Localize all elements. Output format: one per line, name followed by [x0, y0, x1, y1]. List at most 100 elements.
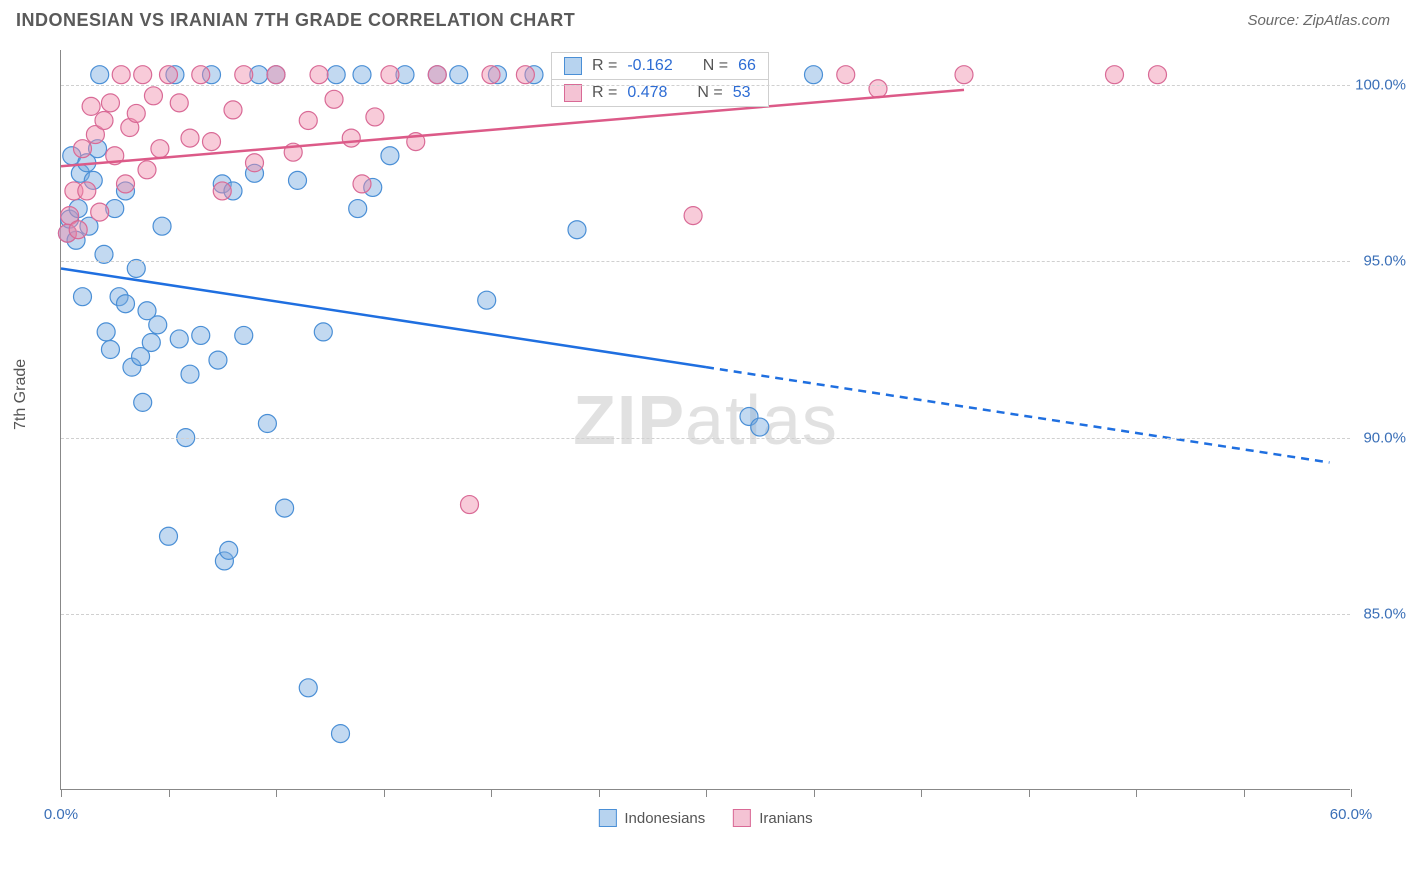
- data-point: [450, 66, 468, 84]
- data-point: [332, 725, 350, 743]
- data-point: [955, 66, 973, 84]
- data-point: [1149, 66, 1167, 84]
- data-point: [181, 365, 199, 383]
- data-point: [289, 171, 307, 189]
- data-point: [1106, 66, 1124, 84]
- y-tick-label: 85.0%: [1363, 605, 1406, 622]
- data-point: [869, 80, 887, 98]
- x-tick-mark: [61, 789, 62, 797]
- n-value-indonesians: 66: [738, 57, 756, 75]
- source-label: Source: ZipAtlas.com: [1247, 12, 1390, 29]
- data-point: [97, 323, 115, 341]
- data-point: [805, 66, 823, 84]
- data-point: [144, 87, 162, 105]
- r-value-indonesians: -0.162: [627, 57, 672, 75]
- data-point: [192, 66, 210, 84]
- data-point: [258, 415, 276, 433]
- data-point: [235, 66, 253, 84]
- legend-correlation: R = -0.162 N = 66 R = 0.478 N = 53: [551, 52, 769, 107]
- data-point: [95, 111, 113, 129]
- legend-label-iranians: Iranians: [759, 810, 812, 827]
- swatch-iranians: [733, 809, 751, 827]
- gridline-h: [61, 261, 1350, 262]
- trend-line: [61, 90, 964, 166]
- data-point: [78, 182, 96, 200]
- data-point: [327, 66, 345, 84]
- data-point: [127, 104, 145, 122]
- data-point: [516, 66, 534, 84]
- r-value-iranians: 0.478: [627, 84, 667, 102]
- data-point: [213, 182, 231, 200]
- swatch-iranians: [564, 84, 582, 102]
- legend-label-indonesians: Indonesians: [624, 810, 705, 827]
- x-tick-mark: [706, 789, 707, 797]
- data-point: [170, 94, 188, 112]
- data-point: [478, 291, 496, 309]
- x-tick-label: 0.0%: [44, 806, 78, 823]
- data-point: [153, 217, 171, 235]
- gridline-h: [61, 85, 1350, 86]
- data-point: [112, 66, 130, 84]
- data-point: [220, 541, 238, 559]
- legend-series: Indonesians Iranians: [598, 809, 812, 827]
- legend-item-iranians: Iranians: [733, 809, 812, 827]
- data-point: [381, 66, 399, 84]
- data-point: [91, 203, 109, 221]
- r-label: R =: [592, 57, 617, 75]
- data-point: [684, 207, 702, 225]
- data-point: [353, 66, 371, 84]
- x-tick-mark: [1029, 789, 1030, 797]
- gridline-h: [61, 438, 1350, 439]
- header: INDONESIAN VS IRANIAN 7TH GRADE CORRELAT…: [0, 0, 1406, 37]
- data-point: [160, 527, 178, 545]
- data-point: [134, 393, 152, 411]
- n-value-iranians: 53: [733, 84, 751, 102]
- data-point: [74, 288, 92, 306]
- y-tick-label: 100.0%: [1355, 77, 1406, 94]
- y-axis-label: 7th Grade: [12, 359, 30, 430]
- data-point: [325, 90, 343, 108]
- data-point: [461, 496, 479, 514]
- x-tick-mark: [921, 789, 922, 797]
- data-point: [299, 111, 317, 129]
- x-tick-mark: [1351, 789, 1352, 797]
- data-point: [366, 108, 384, 126]
- data-point: [160, 66, 178, 84]
- x-tick-label: 60.0%: [1330, 806, 1373, 823]
- r-label: R =: [592, 84, 617, 102]
- x-tick-mark: [1244, 789, 1245, 797]
- data-point: [209, 351, 227, 369]
- data-point: [353, 175, 371, 193]
- data-point: [74, 140, 92, 158]
- data-point: [138, 161, 156, 179]
- data-point: [224, 101, 242, 119]
- data-point: [151, 140, 169, 158]
- data-point: [101, 341, 119, 359]
- data-point: [69, 221, 87, 239]
- data-point: [192, 326, 210, 344]
- trend-line-dashed: [706, 367, 1330, 462]
- data-point: [267, 66, 285, 84]
- n-label: N =: [697, 84, 722, 102]
- x-tick-mark: [1136, 789, 1137, 797]
- data-point: [342, 129, 360, 147]
- data-point: [276, 499, 294, 517]
- chart-title: INDONESIAN VS IRANIAN 7TH GRADE CORRELAT…: [16, 10, 575, 31]
- data-point: [91, 66, 109, 84]
- data-point: [82, 97, 100, 115]
- data-point: [310, 66, 328, 84]
- data-point: [837, 66, 855, 84]
- data-point: [142, 333, 160, 351]
- legend-item-indonesians: Indonesians: [598, 809, 705, 827]
- legend-row-indonesians: R = -0.162 N = 66: [552, 53, 768, 80]
- legend-row-iranians: R = 0.478 N = 53: [552, 80, 768, 106]
- data-point: [482, 66, 500, 84]
- data-point: [314, 323, 332, 341]
- data-point: [246, 154, 264, 172]
- x-tick-mark: [599, 789, 600, 797]
- data-point: [235, 326, 253, 344]
- data-point: [170, 330, 188, 348]
- y-tick-label: 90.0%: [1363, 429, 1406, 446]
- data-point: [117, 175, 135, 193]
- data-point: [751, 418, 769, 436]
